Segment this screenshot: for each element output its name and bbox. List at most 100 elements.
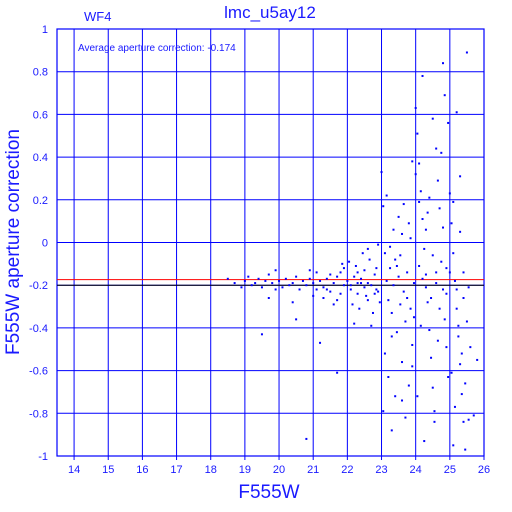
data-point <box>392 228 395 231</box>
data-point <box>399 303 402 306</box>
x-axis-label: F555W <box>238 482 299 503</box>
data-point <box>452 252 455 255</box>
data-point <box>443 94 446 97</box>
data-point <box>366 299 369 302</box>
y-tick-label: -0.4 <box>29 323 48 335</box>
data-point <box>243 279 246 282</box>
data-point <box>250 284 253 287</box>
data-point <box>459 363 462 366</box>
x-tick-label: 19 <box>239 464 251 476</box>
data-point <box>354 264 357 267</box>
data-point <box>360 277 363 280</box>
data-point <box>438 307 441 310</box>
data-point <box>385 194 388 197</box>
data-point <box>435 271 438 274</box>
data-point <box>385 279 388 282</box>
data-point <box>428 329 431 332</box>
y-tick-label: 0 <box>42 238 48 250</box>
data-point <box>315 271 318 274</box>
data-point <box>460 393 463 396</box>
data-point <box>414 173 417 176</box>
data-point <box>284 277 287 280</box>
data-point <box>342 284 345 287</box>
x-tick-label: 23 <box>375 464 387 476</box>
data-point <box>435 147 438 150</box>
data-point <box>291 301 294 304</box>
data-point <box>424 228 427 231</box>
data-point <box>419 324 422 327</box>
x-tick-label: 14 <box>68 464 80 476</box>
tick-labels: 14 15 16 17 18 19 20 21 22 23 24 25 26 -1 -0.8 -0.6 -0.4… <box>29 24 490 476</box>
data-point <box>467 286 470 289</box>
y-tick-label: 1 <box>42 24 48 36</box>
data-point <box>387 376 390 379</box>
data-point <box>476 358 479 361</box>
reference-lines <box>57 279 484 286</box>
data-point <box>464 382 467 385</box>
data-point <box>319 341 322 344</box>
data-point <box>295 318 298 321</box>
data-point <box>404 320 407 323</box>
data-point <box>271 282 274 285</box>
data-point <box>339 292 342 295</box>
data-point <box>375 267 378 270</box>
data-point <box>383 252 386 255</box>
data-point <box>450 222 453 225</box>
data-point <box>424 286 427 289</box>
data-point <box>411 343 414 346</box>
data-point <box>431 254 434 257</box>
data-point <box>423 247 426 250</box>
x-tick-label: 15 <box>102 464 114 476</box>
data-point <box>363 269 366 272</box>
data-point <box>312 282 315 285</box>
x-tick-label: 16 <box>136 464 148 476</box>
data-point <box>371 311 374 314</box>
data-point <box>447 376 450 379</box>
data-point <box>421 277 424 280</box>
data-point <box>332 282 335 285</box>
data-point <box>257 277 260 280</box>
data-point <box>375 288 378 291</box>
data-point <box>409 307 412 310</box>
data-point <box>390 311 393 314</box>
data-point <box>447 121 450 124</box>
data-point <box>431 117 434 120</box>
data-point <box>308 269 311 272</box>
data-point <box>442 62 445 65</box>
y-tick-label: 0.4 <box>33 152 48 164</box>
x-tick-label: 26 <box>478 464 490 476</box>
data-point <box>395 331 398 334</box>
x-tick-label: 24 <box>410 464 422 476</box>
data-point <box>418 162 421 165</box>
data-point <box>409 237 412 240</box>
data-point <box>305 284 308 287</box>
data-point <box>412 316 415 319</box>
data-point <box>247 275 250 278</box>
data-point <box>445 292 448 295</box>
data-point <box>412 282 415 285</box>
data-point <box>356 282 359 285</box>
data-point <box>365 294 368 297</box>
x-tick-label: 20 <box>273 464 285 476</box>
data-point <box>325 277 328 280</box>
data-point <box>465 51 468 54</box>
average-correction-annotation: Average aperture correction: -0.174 <box>78 43 236 54</box>
data-point <box>421 218 424 221</box>
data-point <box>460 352 463 355</box>
data-point <box>291 282 294 285</box>
data-point <box>472 414 475 417</box>
data-point <box>329 290 332 293</box>
data-point <box>452 444 455 447</box>
data-point <box>358 307 361 310</box>
data-point <box>353 275 356 278</box>
data-point <box>356 292 359 295</box>
data-point <box>402 203 405 206</box>
data-point <box>378 301 381 304</box>
data-point <box>329 273 332 276</box>
data-point <box>322 297 325 300</box>
data-point <box>462 271 465 274</box>
data-point <box>455 288 458 291</box>
data-point <box>401 361 404 364</box>
data-point <box>457 324 460 327</box>
